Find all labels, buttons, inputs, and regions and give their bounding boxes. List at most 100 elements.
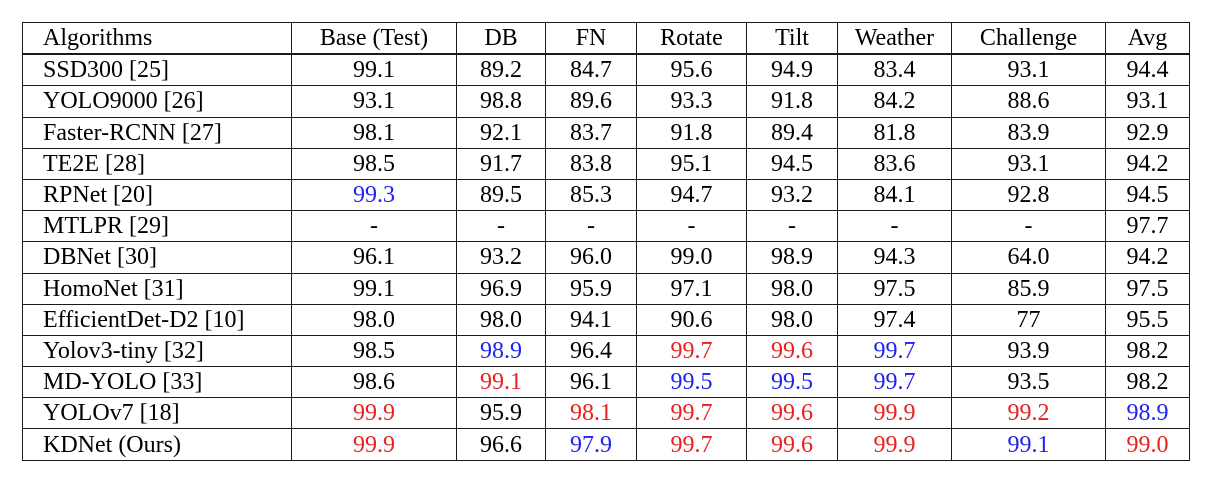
value-cell: 98.2: [1105, 366, 1190, 399]
value-cell: 92.9: [1105, 116, 1190, 149]
value-cell: 96.1: [545, 366, 637, 399]
value-cell: 95.9: [545, 272, 637, 305]
value-cell: 93.2: [456, 241, 546, 274]
header-fn: FN: [545, 22, 637, 56]
table-row: EfficientDet-D2 [10] 98.0 98.0 94.1 90.6 98.0…: [22, 303, 1190, 336]
value-cell: 91.7: [456, 147, 546, 180]
value-cell: 95.9: [456, 397, 546, 430]
value-cell: 92.1: [456, 116, 546, 149]
value-cell: 98.0: [746, 272, 838, 305]
value-cell: 77: [951, 303, 1106, 336]
value-cell: 93.3: [636, 85, 747, 118]
algorithm-name: YOLOv7 [18]: [22, 397, 292, 430]
value-cell: 89.5: [456, 178, 546, 212]
table-row: HomoNet [31] 99.1 96.9 95.9 97.1 98.0 97.5 85.9…: [22, 272, 1190, 305]
algorithm-name: TE2E [28]: [22, 147, 292, 180]
header-base-test: Base (Test): [291, 22, 457, 56]
value-cell: 98.9: [746, 241, 838, 274]
value-cell: 99.5: [746, 366, 838, 399]
value-cell: 93.9: [951, 334, 1106, 368]
value-cell: 83.9: [951, 116, 1106, 149]
table-row: TE2E [28] 98.5 91.7 83.8 95.1 94.5 83.6 93.1 94.…: [22, 147, 1190, 180]
value-cell: 94.2: [1105, 241, 1190, 274]
algorithm-name: YOLO9000 [26]: [22, 85, 292, 118]
value-cell: 89.6: [545, 85, 637, 118]
value-cell: 99.7: [837, 334, 952, 368]
value-cell: 96.1: [291, 241, 457, 274]
value-cell: 84.7: [545, 53, 637, 87]
value-cell: 64.0: [951, 241, 1106, 274]
table-header: Algorithms Base (Test) DB FN Rotate Tilt Weath…: [22, 22, 1190, 56]
value-cell: 84.1: [837, 178, 952, 212]
table-row: Yolov3-tiny [32] 98.5 98.9 96.4 99.7 99.6 99.7…: [22, 334, 1190, 368]
header-rotate: Rotate: [636, 22, 747, 56]
table-row: MTLPR [29] - - - - - - -97.7: [22, 210, 1190, 243]
value-cell: 98.8: [456, 85, 546, 118]
value-cell: -: [951, 210, 1106, 243]
value-cell: 96.6: [456, 428, 546, 461]
table-row: SSD300 [25] 99.1 89.2 84.7 95.6 94.9 83.4 93.1 9…: [22, 53, 1190, 87]
results-table: Algorithms Base (Test) DB FN Rotate Tilt Weath…: [22, 22, 1190, 461]
value-cell: 95.1: [636, 147, 747, 180]
value-cell: 98.1: [545, 397, 637, 430]
value-cell: -: [545, 210, 637, 243]
value-cell: 83.4: [837, 53, 952, 87]
value-cell: 98.5: [291, 147, 457, 180]
value-cell: 94.2: [1105, 147, 1190, 180]
value-cell: 93.1: [1105, 85, 1190, 118]
value-cell: 84.2: [837, 85, 952, 118]
value-cell: 98.5: [291, 334, 457, 368]
value-cell: 98.9: [1105, 397, 1190, 430]
value-cell: 97.5: [837, 272, 952, 305]
algorithm-name: RPNet [20]: [22, 178, 292, 212]
value-cell: -: [837, 210, 952, 243]
value-cell: 99.7: [837, 366, 952, 399]
value-cell: 83.6: [837, 147, 952, 180]
value-cell: 97.5: [1105, 272, 1190, 305]
value-cell: 95.6: [636, 53, 747, 87]
value-cell: 85.9: [951, 272, 1106, 305]
value-cell: 97.9: [545, 428, 637, 461]
value-cell: 95.5: [1105, 303, 1190, 336]
value-cell: 99.9: [291, 397, 457, 430]
value-cell: 99.6: [746, 334, 838, 368]
value-cell: 93.5: [951, 366, 1106, 399]
value-cell: 99.1: [456, 366, 546, 399]
value-cell: 94.3: [837, 241, 952, 274]
algorithm-name: MD-YOLO [33]: [22, 366, 292, 399]
value-cell: -: [636, 210, 747, 243]
value-cell: 94.5: [1105, 178, 1190, 212]
value-cell: 94.4: [1105, 53, 1190, 87]
algorithm-name: KDNet (Ours): [22, 428, 292, 461]
value-cell: 96.0: [545, 241, 637, 274]
value-cell: 93.1: [291, 85, 457, 118]
value-cell: 97.1: [636, 272, 747, 305]
value-cell: 94.9: [746, 53, 838, 87]
value-cell: 94.7: [636, 178, 747, 212]
value-cell: 99.1: [951, 428, 1106, 461]
algorithm-name: Yolov3-tiny [32]: [22, 334, 292, 368]
table-body: SSD300 [25] 99.1 89.2 84.7 95.6 94.9 83.4 93.1 9…: [22, 53, 1190, 461]
value-cell: 88.6: [951, 85, 1106, 118]
value-cell: 89.2: [456, 53, 546, 87]
value-cell: 98.9: [456, 334, 546, 368]
value-cell: 99.1: [291, 53, 457, 87]
value-cell: 99.2: [951, 397, 1106, 430]
value-cell: -: [746, 210, 838, 243]
header-weather: Weather: [837, 22, 952, 56]
value-cell: 83.7: [545, 116, 637, 149]
table-row: YOLO9000 [26] 93.1 98.8 89.6 93.3 91.8 84.2 88.…: [22, 85, 1190, 118]
value-cell: 97.4: [837, 303, 952, 336]
header-challenge: Challenge: [951, 22, 1106, 56]
algorithm-name: MTLPR [29]: [22, 210, 292, 243]
value-cell: 99.9: [837, 428, 952, 461]
table-row: MD-YOLO [33] 98.6 99.1 96.1 99.5 99.5 99.7 93.5…: [22, 366, 1190, 399]
value-cell: 96.4: [545, 334, 637, 368]
value-cell: 90.6: [636, 303, 747, 336]
value-cell: 81.8: [837, 116, 952, 149]
value-cell: 99.9: [837, 397, 952, 430]
value-cell: 93.1: [951, 53, 1106, 87]
value-cell: 99.0: [636, 241, 747, 274]
algorithm-name: DBNet [30]: [22, 241, 292, 274]
value-cell: 96.9: [456, 272, 546, 305]
